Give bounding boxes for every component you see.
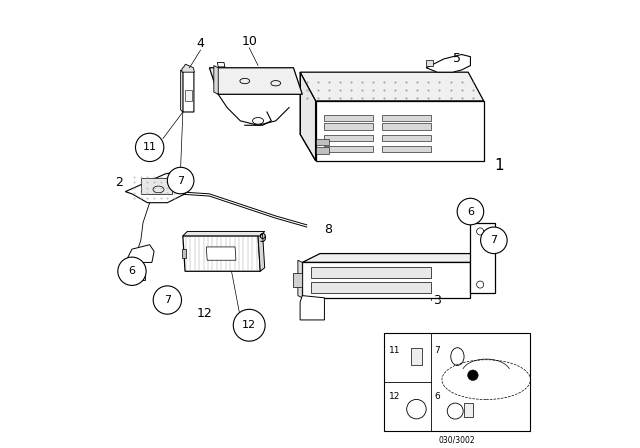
Polygon shape [300,296,324,320]
Text: 9: 9 [258,232,266,245]
Polygon shape [324,115,373,121]
Polygon shape [311,267,431,278]
Polygon shape [324,134,373,141]
Polygon shape [180,70,183,112]
Text: 12: 12 [242,320,256,330]
Text: 030/3002: 030/3002 [439,436,476,445]
Polygon shape [470,223,495,293]
Polygon shape [258,233,265,271]
Polygon shape [426,55,470,72]
Polygon shape [302,254,484,263]
Text: 7: 7 [490,235,497,246]
Text: 4: 4 [196,37,205,50]
Polygon shape [141,178,172,194]
Polygon shape [206,247,236,260]
Polygon shape [382,146,431,152]
Polygon shape [311,282,431,293]
Text: 1: 1 [495,158,504,172]
Text: 6: 6 [467,207,474,216]
Text: 7: 7 [164,295,171,305]
Text: 6: 6 [129,266,136,276]
Polygon shape [298,260,302,298]
Polygon shape [382,115,431,121]
Text: 7: 7 [435,346,440,355]
Polygon shape [214,65,218,94]
Polygon shape [183,69,194,112]
Text: 12: 12 [388,392,400,401]
Polygon shape [182,64,195,72]
Circle shape [481,227,507,254]
Polygon shape [185,90,192,101]
Polygon shape [183,236,260,271]
Polygon shape [125,172,192,202]
Circle shape [468,370,478,380]
Circle shape [234,309,265,341]
Polygon shape [127,267,145,280]
Polygon shape [183,232,265,236]
Polygon shape [209,68,302,94]
Text: 2: 2 [115,176,123,190]
Polygon shape [127,245,154,263]
Polygon shape [300,72,484,101]
Polygon shape [182,249,186,258]
Polygon shape [302,263,470,298]
Circle shape [168,167,194,194]
Circle shape [457,198,484,225]
Bar [384,333,530,431]
Circle shape [136,133,164,162]
Text: 11: 11 [388,346,400,355]
Polygon shape [464,403,473,417]
Text: 8: 8 [324,223,332,236]
Polygon shape [316,147,329,154]
Polygon shape [316,138,329,145]
Circle shape [153,286,182,314]
Polygon shape [300,72,316,161]
Circle shape [118,257,146,285]
Polygon shape [324,124,373,129]
Text: 12: 12 [196,307,212,320]
Polygon shape [294,273,302,287]
Text: 5: 5 [452,52,461,65]
Text: 7: 7 [177,176,184,185]
Polygon shape [411,348,422,365]
Polygon shape [382,124,431,129]
Text: 10: 10 [241,35,257,48]
Polygon shape [382,134,431,141]
Polygon shape [324,146,373,152]
Text: 11: 11 [143,142,157,152]
Polygon shape [218,62,225,67]
Text: 6: 6 [435,392,440,401]
Polygon shape [316,101,484,161]
Text: 3: 3 [433,293,441,306]
Polygon shape [426,60,433,65]
